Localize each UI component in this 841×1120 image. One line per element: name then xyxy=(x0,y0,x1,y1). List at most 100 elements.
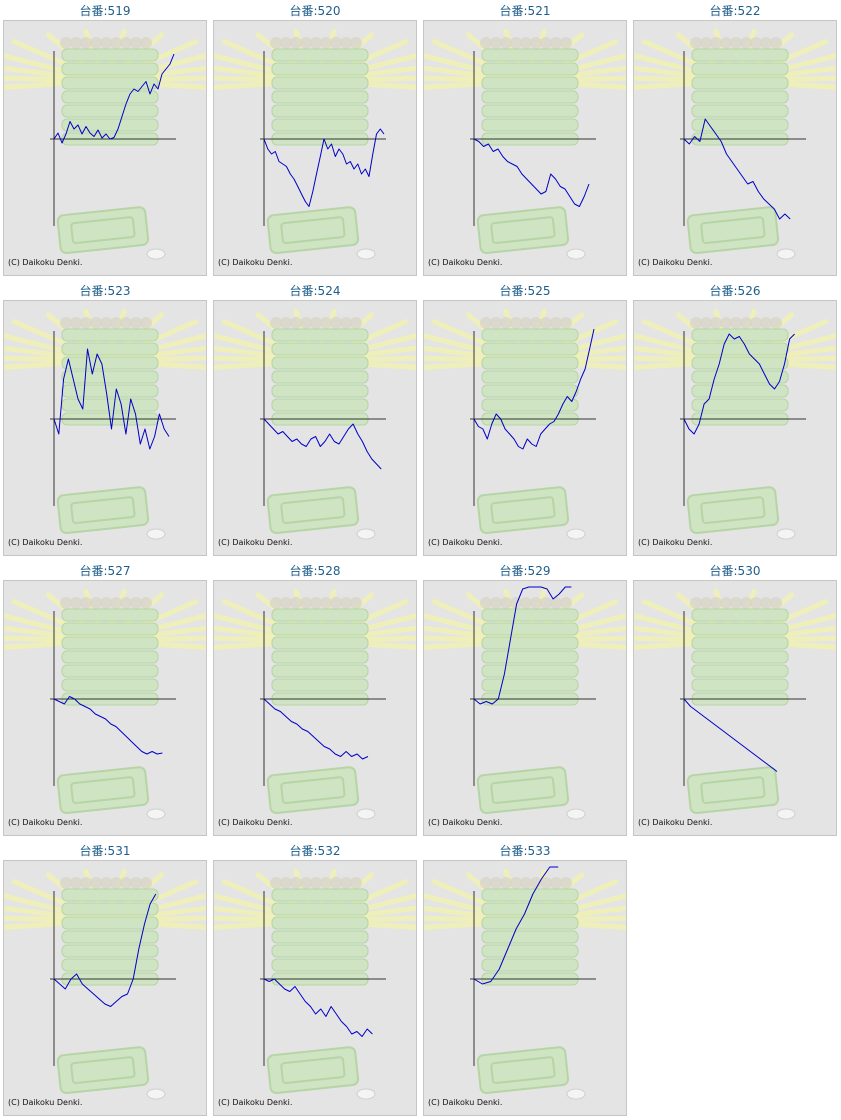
graph-card: (C) Daikoku Denki. xyxy=(3,300,207,556)
background-art xyxy=(4,308,206,540)
graph-cell: 台番:528 (C) Daikoku Denki. xyxy=(210,560,420,840)
crowd-head xyxy=(490,597,502,609)
copyright-text: (C) Daikoku Denki. xyxy=(638,818,713,827)
tray-layer xyxy=(271,356,369,370)
crowd-head xyxy=(270,317,282,329)
crowd-head xyxy=(270,597,282,609)
tray-layer xyxy=(271,48,369,62)
tray-inner xyxy=(70,1056,136,1084)
graph-card: (C) Daikoku Denki. xyxy=(423,860,627,1116)
crowd-head xyxy=(720,597,732,609)
crowd-head xyxy=(690,317,702,329)
bottom-tray xyxy=(56,766,150,815)
crowd-head xyxy=(500,37,512,49)
tray-layer xyxy=(61,902,159,916)
graph-cell: 台番:533 (C) Daikoku Denki. xyxy=(420,840,630,1120)
tray-inner xyxy=(700,776,766,804)
copyright-text: (C) Daikoku Denki. xyxy=(218,538,293,547)
copyright-text: (C) Daikoku Denki. xyxy=(218,1098,293,1107)
slump-graph xyxy=(214,308,416,540)
bottom-tray xyxy=(266,1046,360,1095)
background-art xyxy=(424,588,626,820)
graph-cell: 台番:532 (C) Daikoku Denki. xyxy=(210,840,420,1120)
crowd-head xyxy=(540,877,552,889)
crowd-head xyxy=(90,877,102,889)
crowd-head xyxy=(520,37,532,49)
slump-graph xyxy=(214,868,416,1100)
tray-layer xyxy=(271,930,369,944)
crowd-head xyxy=(690,37,702,49)
tray-layer xyxy=(691,664,789,678)
tray-layer xyxy=(271,76,369,90)
crowd-head xyxy=(760,597,772,609)
tray-layer xyxy=(271,958,369,972)
tray-layer xyxy=(481,104,579,118)
background-art xyxy=(634,308,836,540)
sun-ray xyxy=(424,53,528,84)
crowd-head xyxy=(560,597,572,609)
crowd-head xyxy=(700,317,712,329)
tray-layer xyxy=(271,888,369,902)
crowd-head xyxy=(550,317,562,329)
tray-layer xyxy=(481,944,579,958)
crowd-head xyxy=(100,597,112,609)
coin xyxy=(356,808,376,820)
tray-layer xyxy=(61,48,159,62)
copyright-text: (C) Daikoku Denki. xyxy=(428,538,503,547)
coin xyxy=(146,808,166,820)
crowd-head xyxy=(100,37,112,49)
crowd-head xyxy=(710,597,722,609)
crowd-head xyxy=(100,877,112,889)
crowd-head xyxy=(480,37,492,49)
crowd-head xyxy=(110,597,122,609)
tray-layer xyxy=(61,636,159,650)
crowd-head xyxy=(540,37,552,49)
tray-layer xyxy=(61,342,159,356)
crowd-head xyxy=(560,877,572,889)
tray-layer xyxy=(691,356,789,370)
tray-layer xyxy=(61,664,159,678)
graph-cell: 台番:521 (C) Daikoku Denki. xyxy=(420,0,630,280)
payout-line xyxy=(263,418,382,470)
tray-layer xyxy=(481,370,579,384)
graph-card: (C) Daikoku Denki. xyxy=(3,580,207,836)
tray-layer xyxy=(481,678,579,692)
tray-inner xyxy=(280,1056,346,1084)
copyright-text: (C) Daikoku Denki. xyxy=(428,258,503,267)
crowd-head xyxy=(280,597,292,609)
crowd-head xyxy=(510,877,522,889)
tray-layer xyxy=(271,90,369,104)
crowd-head xyxy=(480,317,492,329)
tray-layer xyxy=(691,48,789,62)
crowd-head xyxy=(330,37,342,49)
bottom-tray xyxy=(686,206,780,255)
tray-layer xyxy=(271,944,369,958)
crowd-head xyxy=(340,877,352,889)
tray-layer xyxy=(61,888,159,902)
tray-layer xyxy=(61,104,159,118)
tray-inner xyxy=(490,216,556,244)
graph-cell: 台番:526 (C) Daikoku Denki. xyxy=(630,280,840,560)
crowd-head xyxy=(290,317,302,329)
copyright-text: (C) Daikoku Denki. xyxy=(218,818,293,827)
coin xyxy=(776,808,796,820)
tray-layer xyxy=(61,678,159,692)
crowd-head xyxy=(330,317,342,329)
background-art xyxy=(634,28,836,260)
graph-card: (C) Daikoku Denki. xyxy=(213,860,417,1116)
crowd-head xyxy=(560,317,572,329)
graph-card: (C) Daikoku Denki. xyxy=(213,300,417,556)
crowd-head xyxy=(700,597,712,609)
crowd-head xyxy=(140,37,152,49)
tray-layer xyxy=(481,930,579,944)
tray-layer xyxy=(61,76,159,90)
tray-layer xyxy=(271,370,369,384)
tray-layer xyxy=(61,958,159,972)
background-art xyxy=(214,308,416,540)
crowd-head xyxy=(480,597,492,609)
crowd-head xyxy=(760,317,772,329)
tray-layer xyxy=(61,650,159,664)
tray-layer xyxy=(691,678,789,692)
graph-cell: 台番:519 (C) Daikoku Denki. xyxy=(0,0,210,280)
